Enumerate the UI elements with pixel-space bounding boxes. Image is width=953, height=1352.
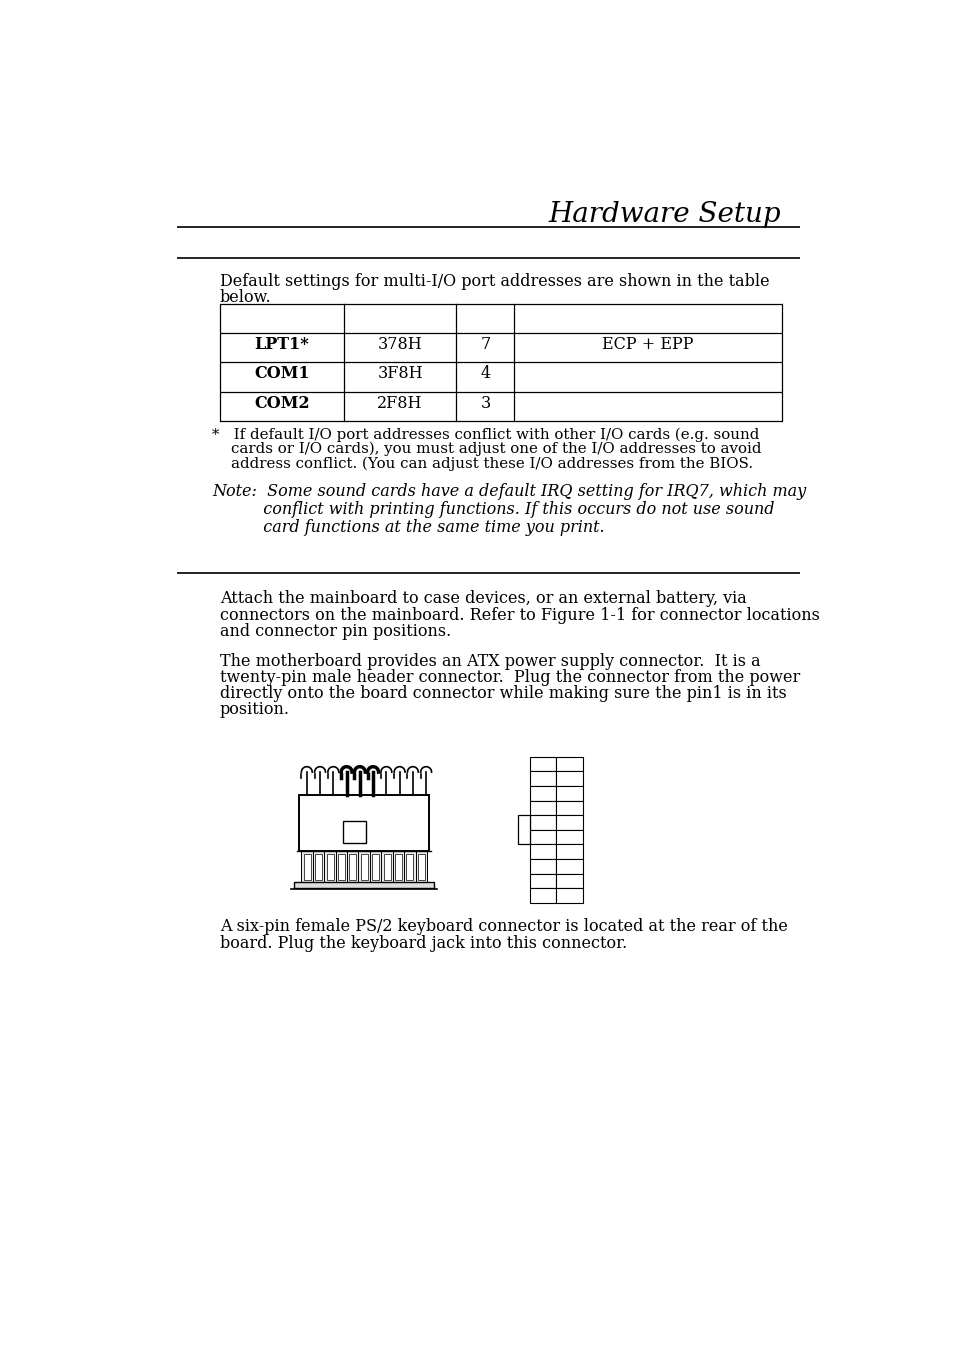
Text: below.: below. (220, 289, 272, 307)
Bar (360, 853, 367, 880)
Bar (381, 850, 393, 883)
Text: 7: 7 (479, 337, 490, 353)
Bar (393, 850, 404, 883)
Bar (383, 853, 390, 880)
Text: and connector pin positions.: and connector pin positions. (220, 623, 451, 639)
Bar (530, 786, 556, 800)
Bar (416, 850, 427, 883)
Bar (556, 845, 582, 859)
Bar (556, 888, 582, 903)
Text: conflict with printing functions. If this occurs do not use sound: conflict with printing functions. If thi… (212, 502, 774, 518)
Bar (530, 845, 556, 859)
Text: 378H: 378H (377, 337, 422, 353)
Text: 4: 4 (480, 365, 490, 383)
Bar (337, 853, 345, 880)
Text: connectors on the mainboard. Refer to Figure 1-1 for connector locations: connectors on the mainboard. Refer to Fi… (220, 607, 819, 623)
Bar (530, 859, 556, 873)
Bar (556, 757, 582, 771)
Bar (343, 822, 366, 842)
Text: *   If default I/O port addresses conflict with other I/O cards (e.g. sound: * If default I/O port addresses conflict… (212, 427, 759, 442)
Text: directly onto the board connector while making sure the pin1 is in its: directly onto the board connector while … (220, 685, 786, 702)
Bar (326, 853, 334, 880)
Text: 2F8H: 2F8H (377, 395, 422, 412)
Bar (556, 859, 582, 873)
Bar (556, 771, 582, 786)
Bar (303, 853, 311, 880)
Bar (313, 850, 324, 883)
Bar (298, 795, 429, 850)
Text: 3: 3 (479, 395, 490, 412)
Bar (530, 800, 556, 815)
Bar (294, 883, 434, 888)
Bar (530, 757, 556, 771)
Text: board. Plug the keyboard jack into this connector.: board. Plug the keyboard jack into this … (220, 934, 626, 952)
Bar (556, 873, 582, 888)
Bar (349, 853, 356, 880)
Bar (556, 815, 582, 830)
Text: The motherboard provides an ATX power supply connector.  It is a: The motherboard provides an ATX power su… (220, 653, 760, 669)
Text: Hardware Setup: Hardware Setup (548, 200, 781, 227)
Text: Default settings for multi-I/O port addresses are shown in the table: Default settings for multi-I/O port addr… (220, 273, 769, 291)
Bar (530, 873, 556, 888)
Bar (395, 853, 401, 880)
Text: card functions at the same time you print.: card functions at the same time you prin… (212, 519, 604, 535)
Bar (556, 800, 582, 815)
Text: twenty-pin male header connector.  Plug the connector from the power: twenty-pin male header connector. Plug t… (220, 669, 800, 685)
Bar (372, 853, 378, 880)
Bar (406, 853, 413, 880)
Text: COM1: COM1 (253, 365, 310, 383)
Bar (530, 815, 556, 830)
Bar (404, 850, 416, 883)
Text: COM2: COM2 (253, 395, 310, 412)
Text: A six-pin female PS/2 keyboard connector is located at the rear of the: A six-pin female PS/2 keyboard connector… (220, 918, 787, 936)
Bar (556, 786, 582, 800)
Text: Attach the mainboard to case devices, or an external battery, via: Attach the mainboard to case devices, or… (220, 591, 746, 607)
Text: Note:  Some sound cards have a default IRQ setting for IRQ7, which may: Note: Some sound cards have a default IR… (212, 483, 805, 500)
Text: cards or I/O cards), you must adjust one of the I/O addresses to avoid: cards or I/O cards), you must adjust one… (212, 442, 760, 456)
Text: 3F8H: 3F8H (377, 365, 422, 383)
Bar (370, 850, 381, 883)
Bar (556, 830, 582, 845)
Bar (314, 853, 322, 880)
Bar (530, 888, 556, 903)
Text: address conflict. (You can adjust these I/O addresses from the BIOS.: address conflict. (You can adjust these … (212, 457, 753, 470)
Bar (301, 850, 313, 883)
Bar (347, 850, 358, 883)
Bar (335, 850, 347, 883)
Bar (324, 850, 335, 883)
Text: position.: position. (220, 702, 290, 718)
Text: ECP + EPP: ECP + EPP (601, 337, 693, 353)
Bar (417, 853, 424, 880)
Bar (530, 830, 556, 845)
Text: LPT1*: LPT1* (254, 337, 309, 353)
Bar (530, 771, 556, 786)
Bar (358, 850, 370, 883)
Bar (517, 815, 530, 845)
